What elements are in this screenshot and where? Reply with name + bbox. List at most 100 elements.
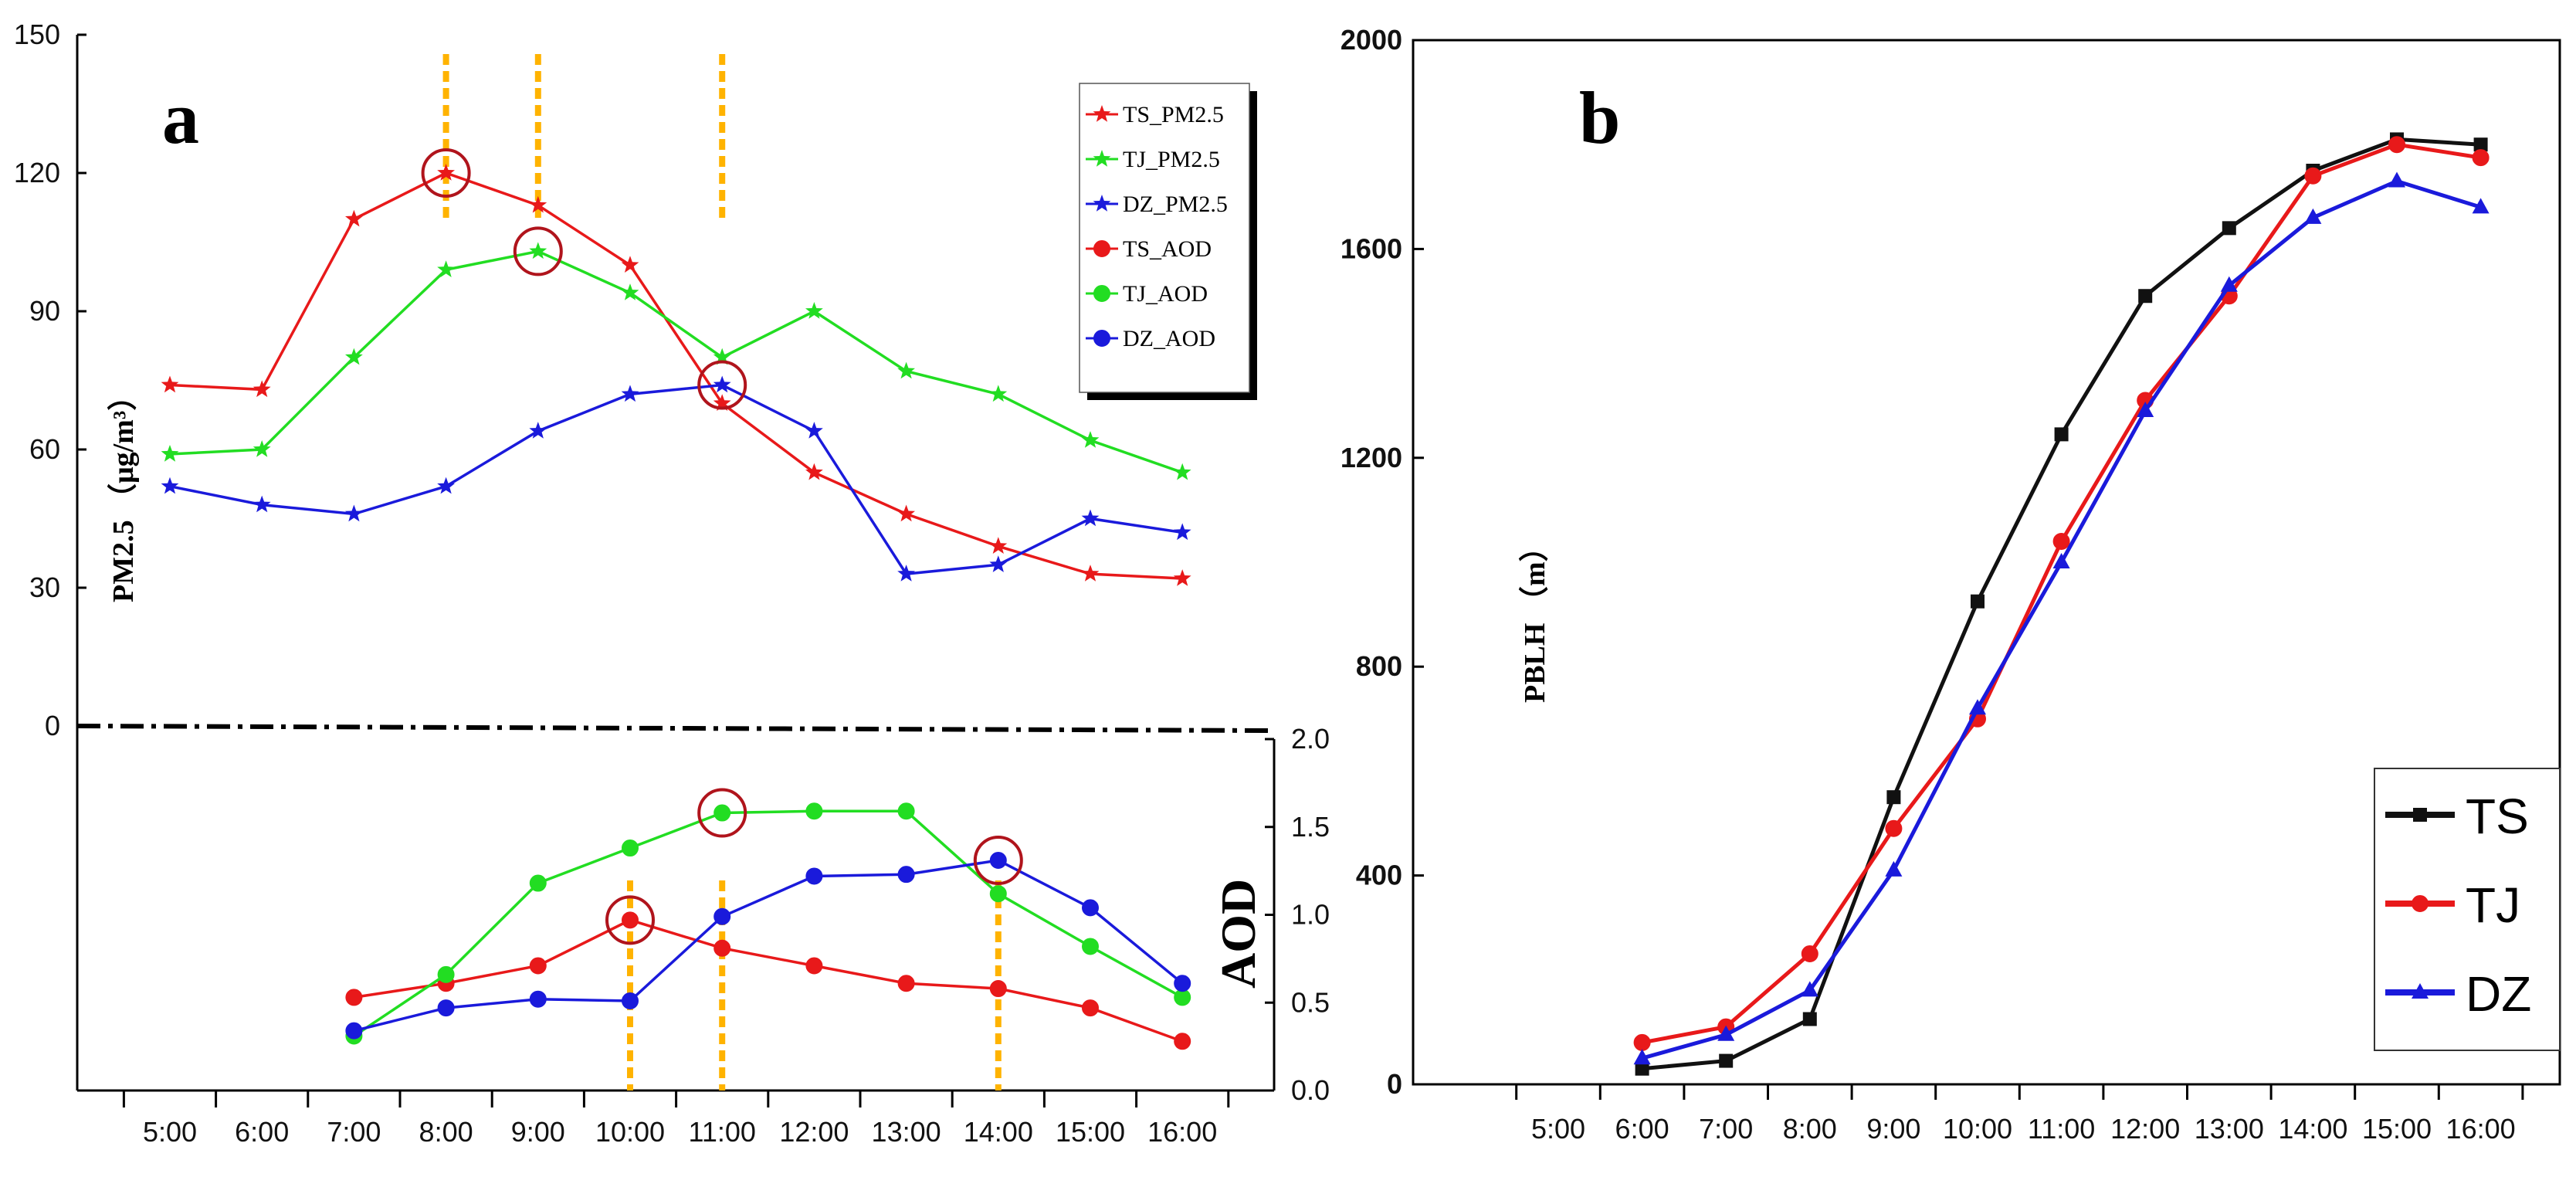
series-line-ts-pm2-5 [169, 171, 1183, 580]
series-line-dz-pm2-5 [169, 383, 1183, 575]
panel-b-legend: TS TJ DZ [2374, 768, 2561, 1051]
data-point-ts-pm2-5 [713, 394, 731, 411]
panel-a-divider-line [76, 724, 1275, 733]
panel-b-xtick-label: 10:00 [1943, 1113, 2012, 1145]
panel-a-xtick-label: 6:00 [235, 1116, 289, 1148]
data-point-tj-aod [713, 804, 731, 822]
data-point-ts-pm2-5 [1081, 565, 1100, 582]
panel-a-ytick-label: 0 [45, 710, 60, 741]
panel-a-xtick-label: 13:00 [872, 1116, 941, 1148]
data-point-ts-aod [713, 939, 731, 957]
data-point-tj [2472, 149, 2490, 167]
data-point-ts-pm2-5 [161, 375, 179, 393]
panel-a-ylabel-aod: AOD [1211, 879, 1266, 989]
panel-b-xtick-label: 7:00 [1699, 1113, 1753, 1145]
legend-label: TJ_PM2.5 [1123, 147, 1220, 172]
data-point-dz [1885, 860, 1903, 877]
data-point-dz-pm2-5 [805, 422, 823, 439]
data-point-tj-pm2-5 [621, 283, 639, 300]
data-point-ts-pm2-5 [345, 209, 363, 227]
series-ts-aod [345, 911, 1191, 1050]
data-point-tj-aod [529, 874, 547, 892]
data-point-tj-aod [1174, 989, 1191, 1006]
data-point-dz-aod [805, 867, 823, 885]
panel-b-xtick-label: 8:00 [1783, 1113, 1837, 1145]
data-point-ts-aod [529, 957, 547, 975]
data-point-dz-aod [622, 992, 639, 1009]
data-point-dz [2304, 208, 2322, 224]
data-point-dz-aod [1174, 975, 1191, 992]
data-point-dz [1633, 1049, 1651, 1065]
data-point-tj-pm2-5 [713, 348, 731, 365]
series-line-dz-aod [353, 859, 1184, 1033]
panel-a-ytick-label: 90 [29, 295, 60, 327]
legend-marker-ts [2413, 808, 2427, 822]
panel-a-ytick-label: 120 [14, 157, 60, 188]
legend-label: DZ_PM2.5 [1123, 192, 1228, 217]
panel-a: a PM2.5 （μg/m³） AOD 0 30 60 90 120 150 0.0 0.5 1… [14, 19, 1330, 1148]
data-point-dz-pm2-5 [621, 385, 639, 402]
legend-marker-ts-pm2-5 [1093, 105, 1111, 122]
data-point-ts-aod [622, 911, 639, 929]
data-point-dz-pm2-5 [161, 477, 179, 494]
data-point-ts-pm2-5 [621, 256, 639, 273]
series-line-tj-aod [353, 809, 1184, 1037]
data-point-dz-aod [713, 907, 731, 925]
panel-a-aod-tick-label: 0.0 [1291, 1074, 1330, 1106]
data-point-tj-aod [989, 885, 1007, 903]
data-point-tj-aod [622, 840, 639, 857]
data-point-ts-pm2-5 [897, 504, 915, 522]
data-point-tj [2388, 136, 2405, 154]
data-point-tj-pm2-5 [805, 302, 823, 319]
data-point-ts [1635, 1061, 1649, 1076]
data-point-tj-aod [805, 802, 823, 820]
data-point-ts-aod [1082, 999, 1099, 1017]
panel-a-highlight-circles [421, 148, 1023, 945]
series-line-ts [1642, 137, 2481, 1071]
legend-label: DZ_AOD [1123, 326, 1215, 351]
series-ts-pm2-5 [161, 164, 1191, 586]
data-point-tj-aod [897, 802, 915, 820]
panel-a-aod-tick-label: 1.0 [1291, 899, 1330, 931]
data-point-dz-aod [345, 1022, 363, 1040]
series-dz-aod [345, 851, 1191, 1040]
legend-label: TS [2466, 789, 2529, 844]
data-point-ts-aod [805, 957, 823, 975]
data-point-tj-pm2-5 [161, 445, 179, 462]
panel-b-label: b [1579, 76, 1620, 159]
series-tj-aod [345, 802, 1191, 1045]
legend-marker-ts-aod [1093, 240, 1110, 257]
data-point-dz-aod [1082, 899, 1099, 917]
panel-b-ytick-label: 400 [1356, 860, 1402, 891]
data-point-ts [2222, 221, 2236, 236]
data-point-tj [2052, 532, 2070, 550]
data-point-tj [1633, 1033, 1651, 1051]
panel-a-ytick-label: 30 [29, 572, 60, 603]
data-point-ts [2138, 289, 2153, 304]
series-line-tj-pm2-5 [169, 249, 1183, 474]
legend-label: DZ [2466, 966, 2531, 1022]
panel-a-aod-tick-label: 0.5 [1291, 986, 1330, 1018]
data-point-tj-pm2-5 [437, 260, 455, 277]
panel-a-xtick-label: 16:00 [1147, 1116, 1217, 1148]
panel-b-xtick-label: 9:00 [1866, 1113, 1920, 1145]
data-point-tj-pm2-5 [253, 440, 271, 457]
highlight-circle [697, 360, 747, 410]
panel-b-ytick-label: 1600 [1341, 232, 1402, 264]
panel-b-ytick-label: 0 [1387, 1068, 1402, 1100]
data-point-ts-pm2-5 [437, 164, 455, 181]
panel-a-xtick-label: 12:00 [779, 1116, 849, 1148]
panel-a-xtick-label: 10:00 [595, 1116, 665, 1148]
data-point-dz-pm2-5 [1081, 509, 1100, 527]
panel-b-xtick-label: 14:00 [2278, 1113, 2347, 1145]
panel-b-xtick-label: 12:00 [2110, 1113, 2180, 1145]
data-point-tj [2304, 167, 2322, 185]
series-dz [1633, 171, 2490, 1065]
panel-b-ylabel: PBLH （m） [1519, 532, 1551, 703]
data-point-dz-pm2-5 [1173, 523, 1191, 541]
data-point-dz-aod [989, 851, 1007, 869]
panel-b-xtick-label: 6:00 [1615, 1113, 1669, 1145]
data-point-dz [1969, 699, 1986, 715]
series-dz-pm2-5 [161, 375, 1191, 582]
